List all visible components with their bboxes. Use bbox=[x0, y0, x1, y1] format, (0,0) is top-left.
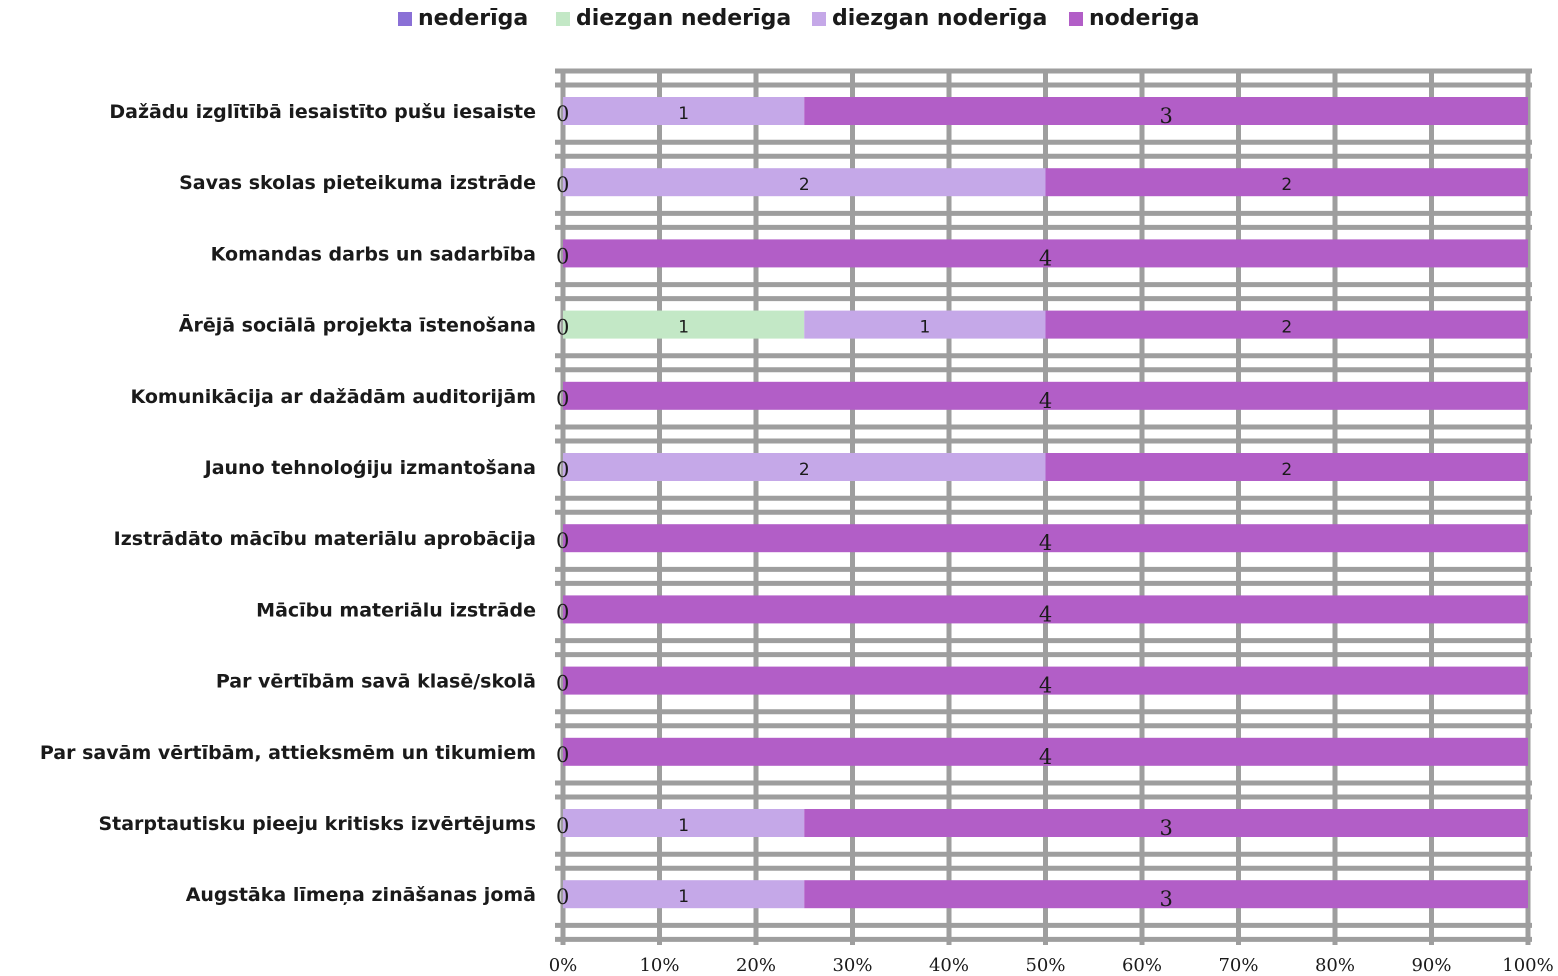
data-label: 1 bbox=[678, 816, 689, 836]
legend: nederīga diezgan nederīga diezgan noderīga… bbox=[0, 6, 1558, 38]
x-tick-label: 90% bbox=[1411, 955, 1451, 976]
bar-segment bbox=[563, 737, 1528, 766]
category-label: Jauno tehnoloģiju izmantošana bbox=[203, 457, 536, 479]
category-label: Par savām vērtībām, attieksmēm un tikumi… bbox=[40, 742, 536, 764]
legend-label: nederīga bbox=[418, 6, 529, 31]
legend-item: nederīga bbox=[398, 6, 528, 31]
data-label: 0 bbox=[556, 102, 569, 126]
data-label: 1 bbox=[678, 318, 689, 338]
category-label: Starptautisku pieeju kritisks izvērtējum… bbox=[98, 813, 536, 835]
bar-segment bbox=[804, 880, 1528, 909]
data-label: 4 bbox=[1039, 602, 1052, 626]
category-label: Augstāka līmeņa zināšanas jomā bbox=[186, 884, 536, 906]
category-label: Izstrādāto mācību materiālu aprobācija bbox=[114, 528, 536, 550]
data-label: 0 bbox=[556, 672, 569, 696]
legend-swatch bbox=[398, 11, 412, 26]
data-label: 0 bbox=[556, 387, 569, 411]
data-label: 0 bbox=[556, 316, 569, 340]
category-label: Savas skolas pieteikuma izstrāde bbox=[179, 172, 536, 194]
data-label: 0 bbox=[556, 885, 569, 909]
data-label: 0 bbox=[556, 600, 569, 624]
bar-segment bbox=[563, 880, 805, 909]
data-label: 4 bbox=[1039, 674, 1052, 698]
x-tick-label: 20% bbox=[736, 955, 776, 976]
category-label: Komunikācija ar dažādām auditorijām bbox=[130, 386, 536, 408]
category-label: Ārējā sociālā projekta īstenošana bbox=[179, 314, 536, 337]
x-tick-label: 100% bbox=[1502, 955, 1553, 976]
data-label: 1 bbox=[919, 318, 930, 338]
category-label: Dažādu izglītībā iesaistīto pušu iesaist… bbox=[109, 101, 536, 123]
bar-segment bbox=[1045, 168, 1528, 197]
data-label: 2 bbox=[1281, 460, 1292, 480]
legend-label: noderīga bbox=[1089, 6, 1200, 31]
bar-segment bbox=[804, 809, 1528, 837]
data-label: 0 bbox=[556, 529, 569, 553]
bar-segment bbox=[563, 168, 1046, 197]
data-label: 1 bbox=[678, 887, 689, 907]
bar-segment bbox=[563, 666, 1528, 695]
x-tick-label: 0% bbox=[549, 955, 578, 976]
data-label: 4 bbox=[1039, 389, 1052, 413]
data-label: 3 bbox=[1159, 816, 1172, 840]
data-label: 0 bbox=[556, 244, 569, 268]
data-label: 0 bbox=[556, 814, 569, 838]
category-label: Komandas darbs un sadarbība bbox=[211, 243, 536, 265]
bar-segment bbox=[804, 97, 1528, 125]
x-tick-label: 60% bbox=[1122, 955, 1162, 976]
bar-segment bbox=[563, 97, 805, 125]
data-label: 3 bbox=[1159, 104, 1172, 128]
legend-item: diezgan nederīga bbox=[556, 6, 791, 31]
data-label: 4 bbox=[1039, 531, 1052, 555]
x-tick-label: 50% bbox=[1025, 955, 1065, 976]
data-label: 0 bbox=[556, 458, 569, 482]
data-label: 4 bbox=[1039, 745, 1052, 769]
x-tick-label: 80% bbox=[1315, 955, 1355, 976]
bar-segment bbox=[563, 381, 1528, 410]
data-label: 2 bbox=[1281, 318, 1292, 338]
data-label: 2 bbox=[799, 460, 810, 480]
legend-label: diezgan noderīga bbox=[832, 6, 1048, 31]
bar-segment bbox=[563, 239, 1528, 268]
data-label: 3 bbox=[1159, 887, 1172, 911]
bar-segment bbox=[804, 310, 1046, 339]
category-label: Mācību materiālu izstrāde bbox=[256, 599, 536, 621]
legend-swatch bbox=[812, 11, 826, 26]
x-tick-label: 10% bbox=[639, 955, 679, 976]
data-label: 2 bbox=[1281, 175, 1292, 195]
bar-segment bbox=[563, 453, 1046, 481]
data-label: 2 bbox=[799, 175, 810, 195]
legend-swatch bbox=[556, 11, 570, 26]
bar-segment bbox=[1045, 453, 1528, 481]
bar-segment bbox=[563, 310, 805, 339]
data-label: 1 bbox=[678, 104, 689, 124]
x-tick-label: 70% bbox=[1218, 955, 1258, 976]
bar-segment bbox=[563, 809, 805, 837]
data-label: 0 bbox=[556, 743, 569, 767]
bar-segment bbox=[563, 595, 1528, 624]
data-label: 0 bbox=[556, 173, 569, 197]
legend-swatch bbox=[1069, 11, 1083, 26]
legend-item: diezgan noderīga bbox=[812, 6, 1047, 31]
data-label: 4 bbox=[1039, 246, 1052, 270]
x-tick-label: 30% bbox=[832, 955, 872, 976]
category-label: Par vērtībām savā klasē/skolā bbox=[216, 671, 536, 693]
bar-segment bbox=[1045, 310, 1528, 339]
x-tick-label: 40% bbox=[929, 955, 969, 976]
legend-label: diezgan nederīga bbox=[576, 6, 792, 31]
legend-item: noderīga bbox=[1069, 6, 1199, 31]
bar-segment bbox=[563, 524, 1528, 553]
